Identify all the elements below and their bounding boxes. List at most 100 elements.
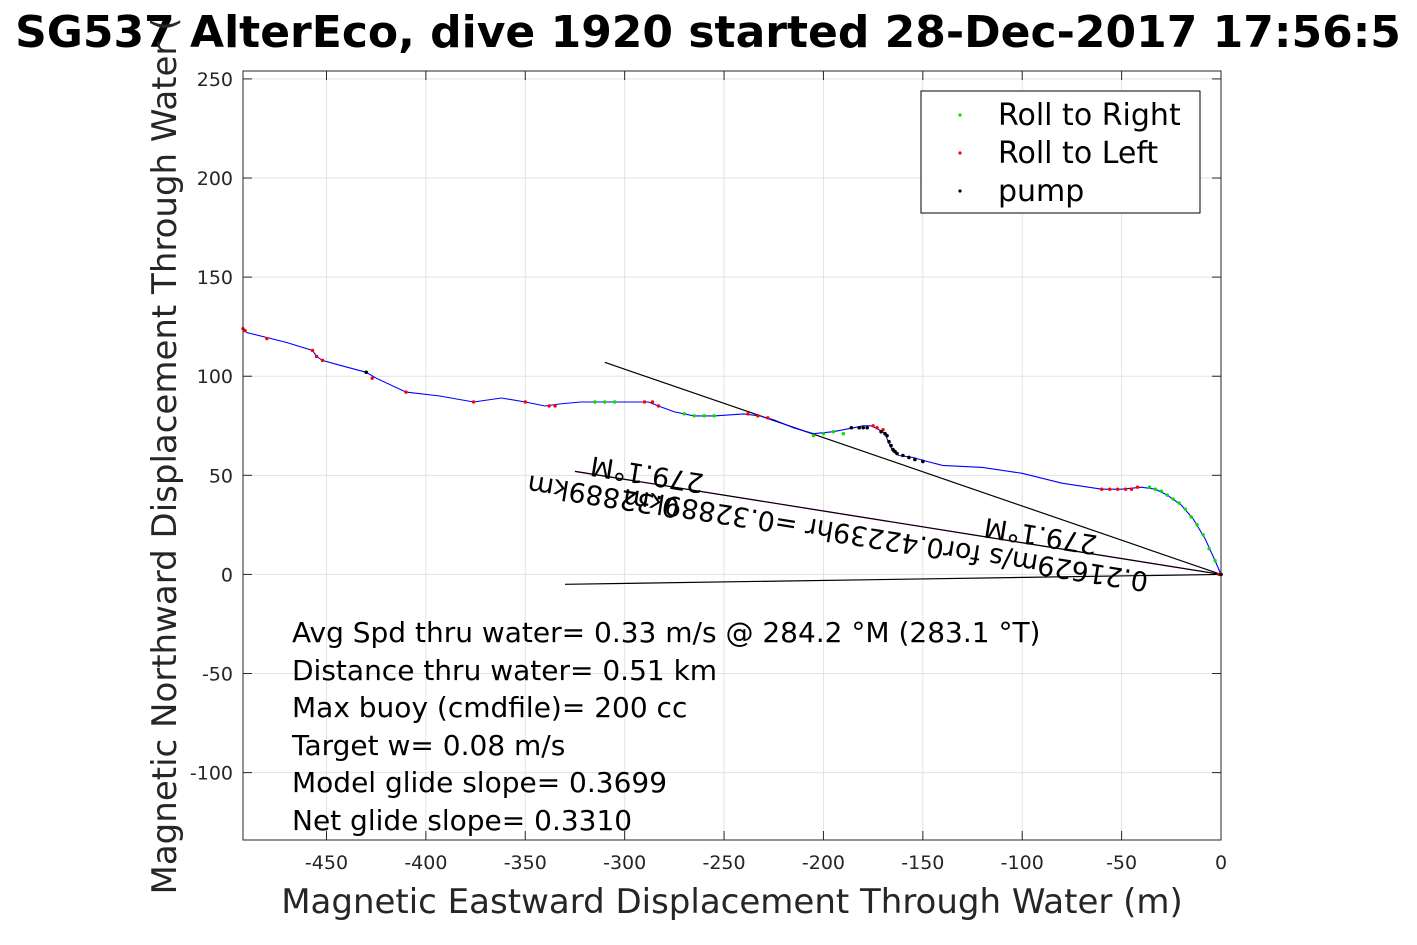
x-tick-label: -50	[1106, 852, 1137, 874]
roll-right-point	[1171, 497, 1175, 501]
pump-point	[865, 425, 869, 430]
y-tick-label: -50	[202, 664, 233, 686]
y-tick-label: -100	[190, 763, 233, 785]
annotation-net-glide: Net glide slope= 0.3310	[292, 804, 632, 837]
plot-border	[242, 70, 1222, 841]
y-tick-label: 0	[221, 564, 233, 586]
chart-title: SG537 AlterEco, dive 1920 started 28-Dec…	[15, 7, 1401, 58]
annotation-block: Avg Spd thru water= 0.33 m/s @ 284.2 °M …	[291, 616, 1040, 837]
x-tick-label: 0	[1215, 852, 1227, 874]
roll-right-point	[692, 414, 696, 418]
pump-point	[849, 425, 854, 430]
roll-right-point	[1189, 515, 1193, 519]
roll-right-point	[1153, 487, 1158, 491]
roll-right-point	[841, 431, 846, 436]
legend-marker-roll-left	[958, 151, 962, 155]
roll-left-point	[1115, 487, 1120, 491]
roll-right-point	[831, 430, 836, 434]
annotation-avg-speed: Avg Spd thru water= 0.33 m/s @ 284.2 °M …	[292, 616, 1040, 649]
pump-point	[364, 370, 369, 375]
annotation-model-glide: Model glide slope= 0.3699	[292, 766, 667, 799]
x-tick-label: -150	[901, 852, 944, 874]
roll-left-point	[875, 426, 879, 430]
roll-right-point	[1165, 493, 1170, 497]
x-axis-label: Magnetic Eastward Displacement Through W…	[281, 882, 1183, 922]
pump-point	[861, 425, 865, 430]
pump-point	[921, 459, 925, 464]
roll-left-point	[310, 348, 315, 353]
x-tick-label: -100	[1001, 852, 1044, 874]
roll-right-point	[1159, 489, 1164, 493]
y-tick-labels: 250 200 150 100 50 0 -50 -100	[190, 69, 233, 785]
reference-line	[565, 573, 1222, 585]
pump-point	[883, 431, 887, 436]
y-tick-label: 150	[197, 267, 233, 289]
pump-point	[879, 429, 883, 434]
roll-left-point	[871, 424, 875, 428]
x-tick-labels: -450 -400 -350 -300 -250 -200 -150 -100 -50 0	[305, 852, 1227, 874]
roll-left-point	[642, 400, 647, 404]
y-tick-label: 50	[209, 465, 233, 487]
pump-point	[891, 447, 895, 452]
roll-right-point	[682, 412, 686, 416]
roll-left-point	[756, 414, 760, 418]
legend-label-roll-right: Roll to Right	[998, 98, 1181, 133]
displacement-track	[242, 328, 1222, 575]
legend-label-roll-left: Roll to Left	[998, 136, 1158, 171]
grid	[243, 71, 1222, 840]
roll-right-point	[613, 400, 617, 404]
roll-right-point	[1147, 485, 1152, 489]
x-tick-label: -400	[404, 852, 447, 874]
pump-point	[901, 453, 905, 458]
track-line	[242, 328, 1222, 575]
y-axis-label: Magnetic Northward Displacement Through …	[145, 18, 185, 895]
roll-right-point	[1195, 523, 1199, 527]
roll-left-point	[471, 400, 476, 404]
roll-left-point	[650, 400, 655, 404]
roll-left-point	[656, 404, 661, 408]
legend-label-pump: pump	[998, 174, 1084, 209]
markers	[241, 326, 1223, 577]
legend-marker-roll-right	[958, 113, 962, 117]
pump-point	[887, 439, 891, 444]
legend-box	[920, 90, 1201, 214]
roll-left-point	[404, 390, 408, 394]
legend-marker-pump	[958, 189, 962, 193]
roll-left-point	[314, 354, 319, 359]
x-tick-label: -450	[305, 852, 348, 874]
y-tick-label: 100	[197, 366, 233, 388]
roll-left-point	[370, 376, 374, 380]
roll-left-point	[766, 416, 770, 420]
roll-right-point	[593, 400, 597, 404]
annotation-target-w: Target w= 0.08 m/s	[291, 729, 565, 762]
roll-left-point	[320, 358, 325, 363]
annotation-distance: Distance thru water= 0.51 km	[292, 654, 717, 687]
roll-left-point	[1107, 487, 1112, 491]
roll-right-point	[603, 400, 607, 404]
x-tick-label: -300	[603, 852, 646, 874]
x-tick-label: -200	[802, 852, 845, 874]
roll-left-point	[1135, 485, 1140, 489]
x-tick-label: -350	[504, 852, 547, 874]
pump-point	[857, 425, 862, 430]
pump-point	[907, 455, 911, 460]
roll-right-point	[1207, 546, 1211, 551]
tick-marks	[243, 71, 1222, 840]
roll-left-point	[1100, 487, 1104, 491]
y-tick-label: 250	[197, 69, 233, 91]
roll-left-point	[1123, 487, 1128, 491]
x-tick-label: -250	[702, 852, 745, 874]
reference-line	[574, 470, 1222, 576]
roll-left-point	[1129, 487, 1134, 491]
legend: Roll to Right Roll to Left pump	[920, 90, 1201, 214]
roll-right-point	[821, 431, 826, 436]
roll-right-point	[702, 414, 706, 418]
reference-lines	[565, 361, 1222, 585]
roll-left-point	[265, 336, 269, 341]
y-tick-label: 200	[197, 168, 233, 190]
reference-line	[604, 361, 1222, 575]
roll-left-point	[523, 400, 527, 404]
roll-left-point	[746, 412, 750, 416]
roll-right-point	[1183, 507, 1187, 511]
